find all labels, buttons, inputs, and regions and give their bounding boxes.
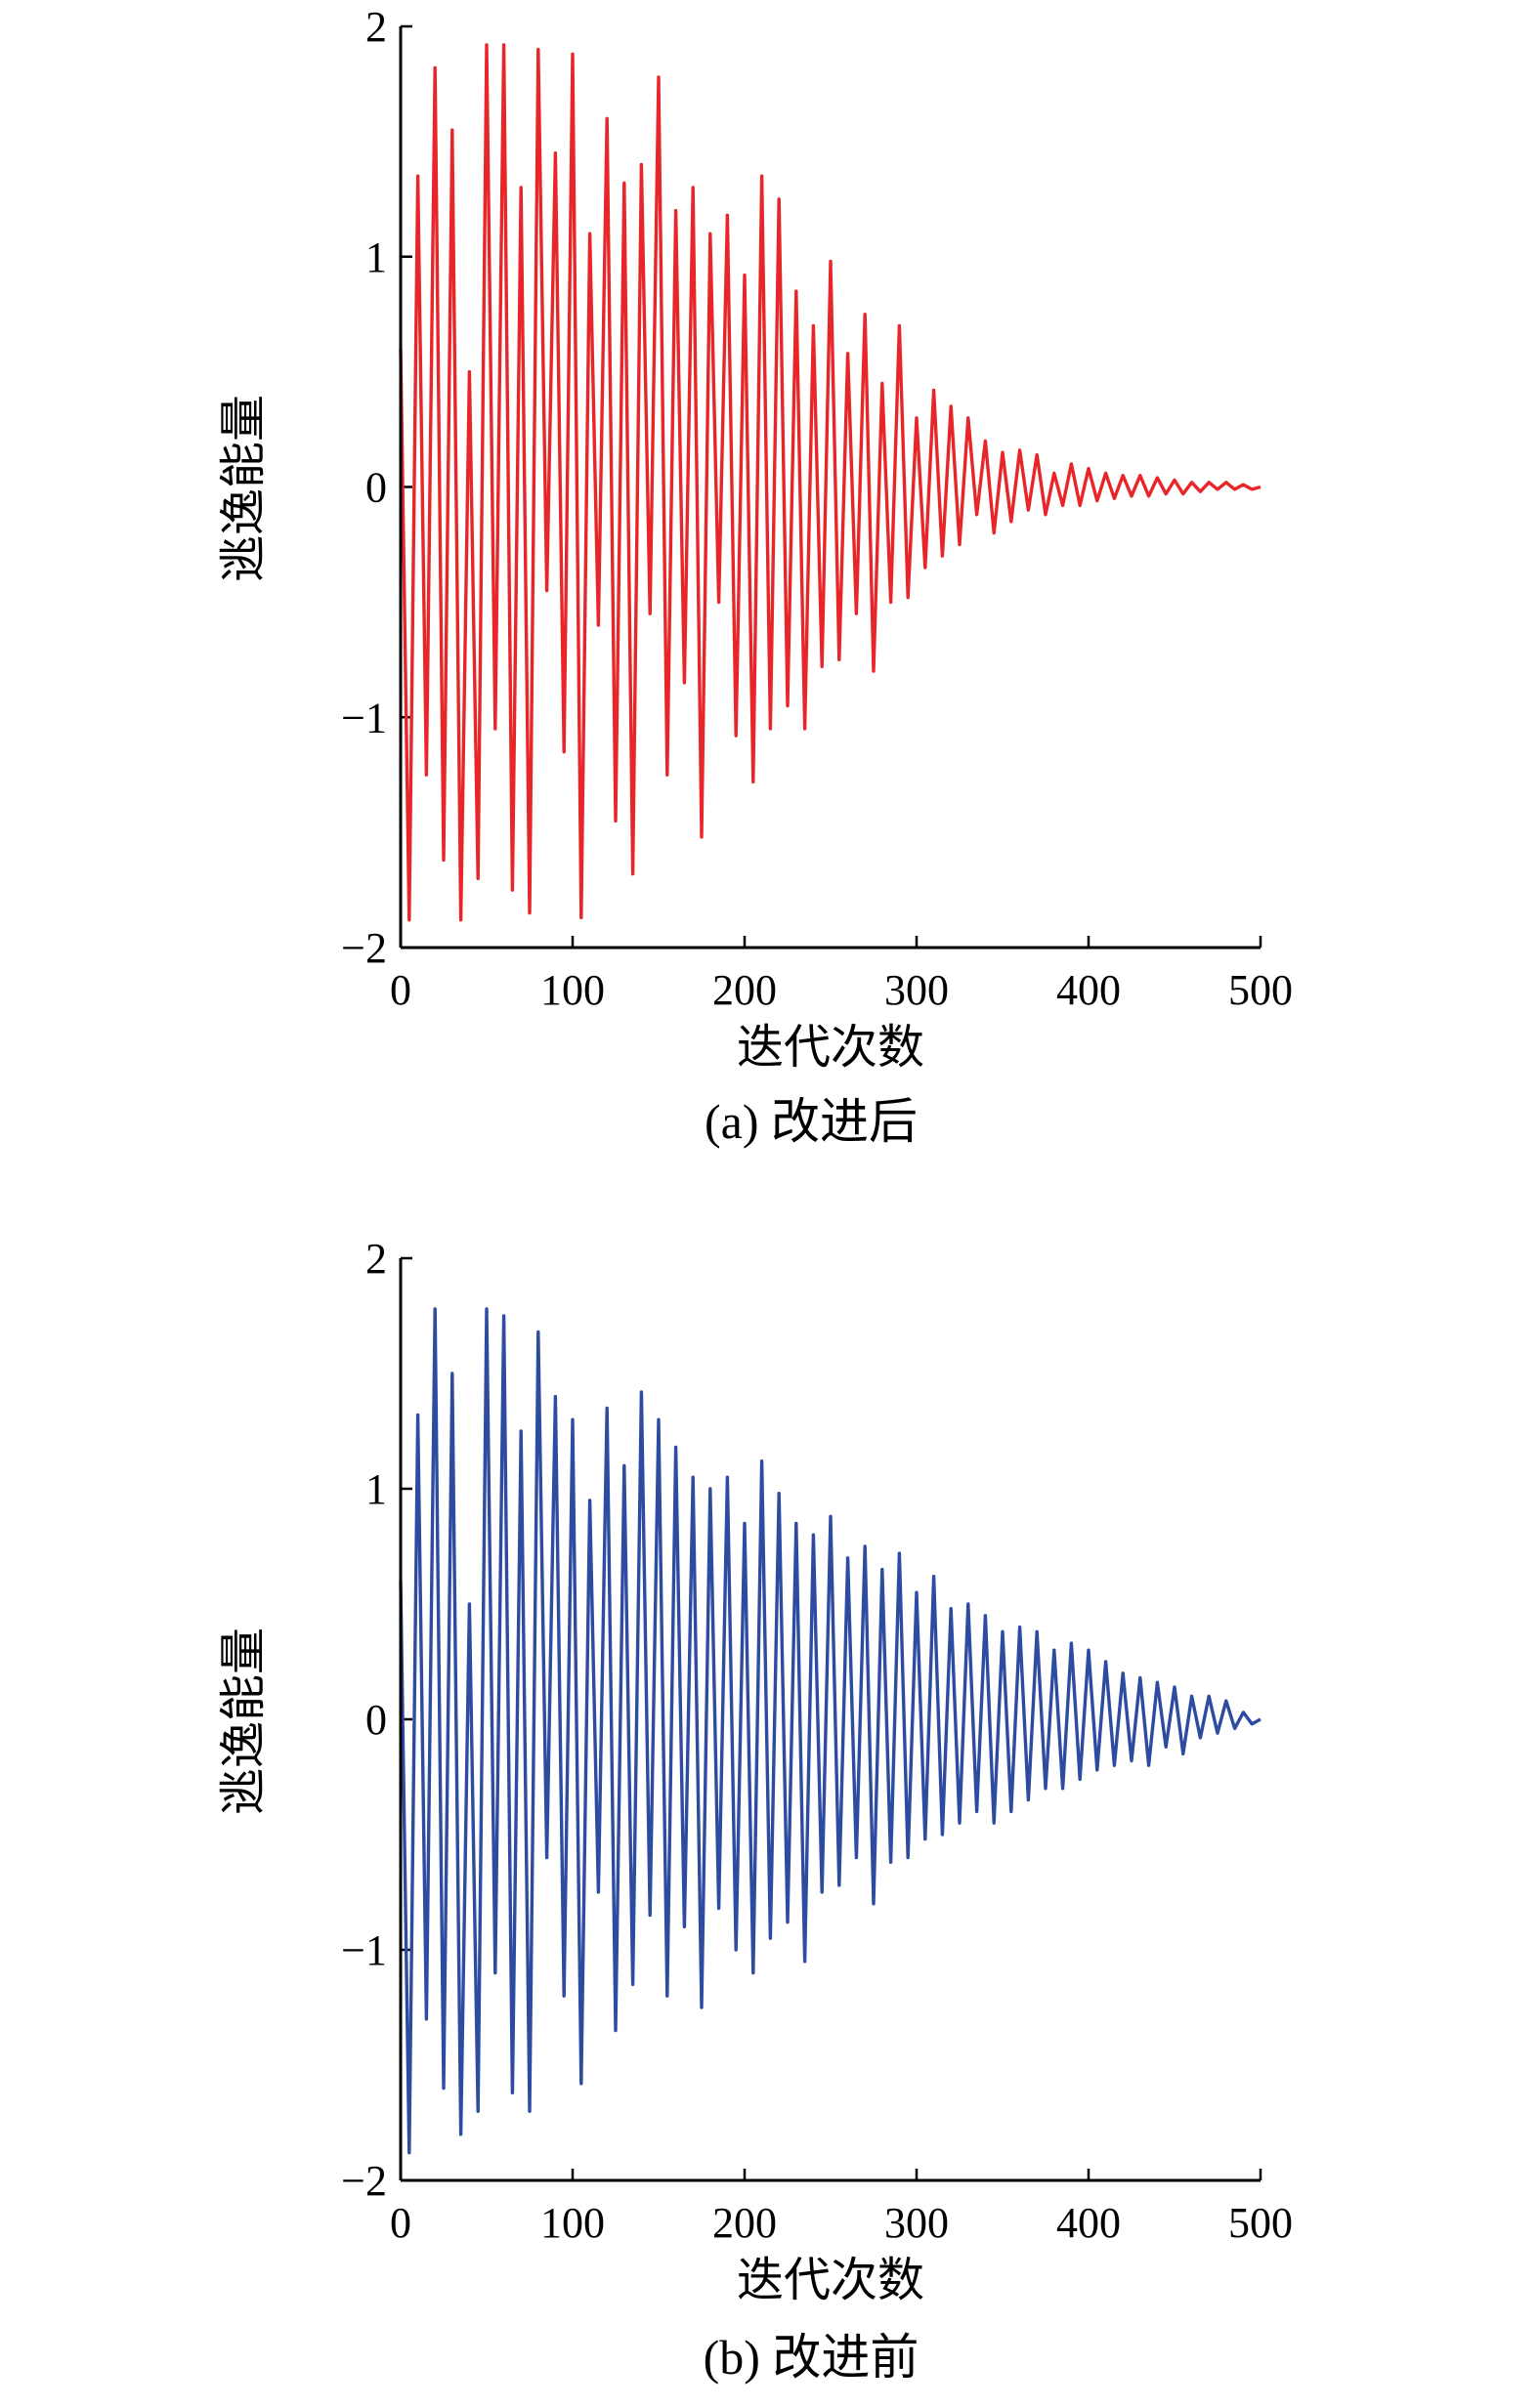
- series-line-b: [399, 1307, 1261, 2155]
- y-tick-label: 0: [365, 464, 387, 512]
- x-tick-label: 200: [712, 2199, 777, 2247]
- y-tick-label: −2: [341, 924, 387, 972]
- x-tick-label: 300: [884, 2199, 949, 2247]
- x-axis-label-a: 迭代次数: [737, 1022, 924, 1074]
- chart-panel-b: 0 100 200 300 400 500 −2 −1 0 1 2 迭代次数 逃逸能量 (b) 改进…: [218, 1235, 1293, 2385]
- x-tick-label: 400: [1056, 966, 1121, 1014]
- caption-b: (b) 改进前: [704, 2330, 919, 2385]
- y-axis-label-b: 逃逸能量: [218, 1627, 270, 1815]
- y-tick-label: −1: [341, 1926, 387, 1974]
- x-tick-label: 100: [540, 966, 605, 1014]
- y-tick-label: 1: [365, 1465, 387, 1513]
- y-tick-label: 2: [365, 1235, 387, 1283]
- chart-panel-a: 0 100 200 300 400 500 −2 −1 0 1 2 迭代次数 逃逸能量 (a) 改进…: [218, 3, 1293, 1149]
- x-tick-label: 0: [390, 2199, 411, 2247]
- x-tick-label: 200: [712, 966, 777, 1014]
- x-tick-label: 300: [884, 966, 949, 1014]
- y-axis-label-a: 逃逸能量: [218, 395, 270, 582]
- ticks-b: 0 100 200 300 400 500 −2 −1 0 1 2: [341, 1235, 1293, 2247]
- y-tick-label: −1: [341, 694, 387, 741]
- y-tick-label: −2: [341, 2157, 387, 2205]
- axes-a: [399, 26, 1261, 950]
- caption-a: (a) 改进后: [705, 1094, 918, 1149]
- y-tick-label: 1: [365, 233, 387, 281]
- axes-b: [399, 1258, 1261, 2182]
- x-tick-label: 0: [390, 966, 411, 1014]
- y-tick-label: 2: [365, 3, 387, 51]
- x-tick-label: 400: [1056, 2199, 1121, 2247]
- x-tick-label: 100: [540, 2199, 605, 2247]
- x-tick-label: 500: [1228, 2199, 1293, 2247]
- y-tick-label: 0: [365, 1696, 387, 1744]
- x-tick-label: 500: [1228, 966, 1293, 1014]
- ticks-a: 0 100 200 300 400 500 −2 −1 0 1 2: [341, 3, 1293, 1014]
- series-line-a: [399, 43, 1261, 922]
- x-axis-label-b: 迭代次数: [737, 2255, 924, 2306]
